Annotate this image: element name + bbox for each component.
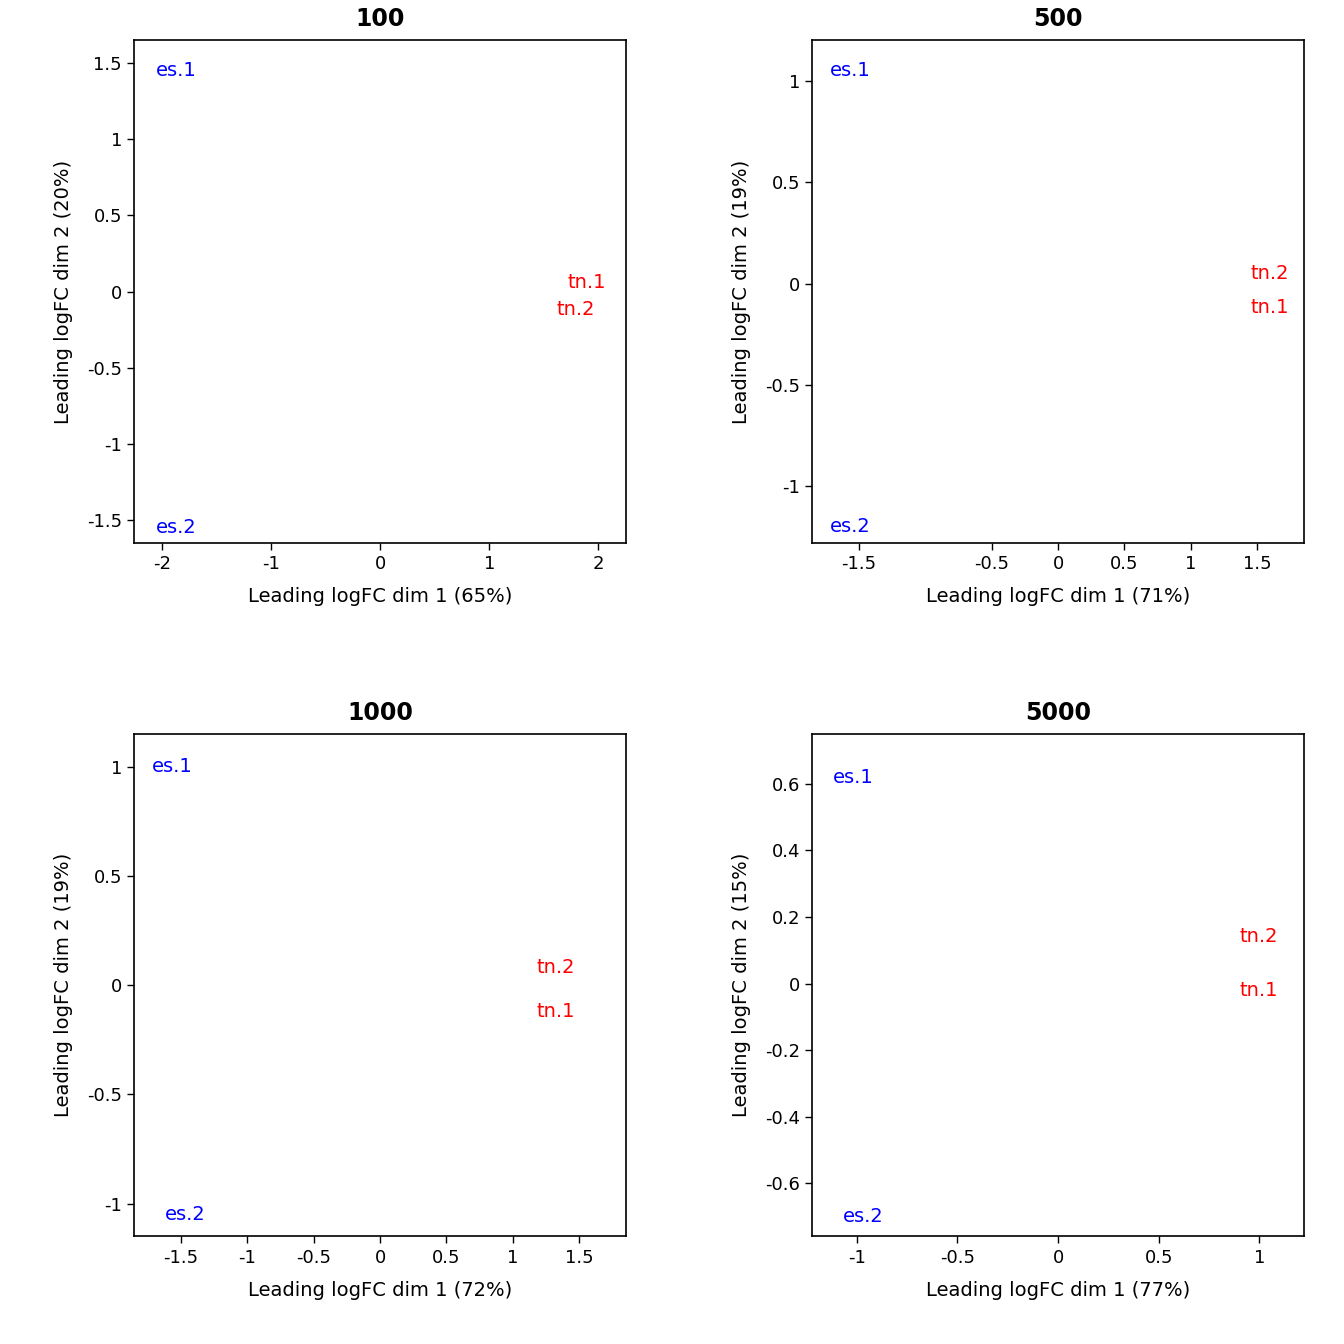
Y-axis label: Leading logFC dim 2 (20%): Leading logFC dim 2 (20%) — [54, 160, 73, 423]
Text: tn.2: tn.2 — [1239, 927, 1278, 946]
Text: tn.2: tn.2 — [556, 301, 595, 320]
X-axis label: Leading logFC dim 1 (71%): Leading logFC dim 1 (71%) — [926, 587, 1191, 606]
Text: es.2: es.2 — [156, 519, 198, 538]
Text: tn.1: tn.1 — [567, 273, 606, 292]
Text: tn.1: tn.1 — [1250, 298, 1289, 317]
Y-axis label: Leading logFC dim 2 (15%): Leading logFC dim 2 (15%) — [732, 853, 751, 1117]
Text: es.1: es.1 — [152, 757, 192, 777]
X-axis label: Leading logFC dim 1 (72%): Leading logFC dim 1 (72%) — [247, 1281, 512, 1300]
Y-axis label: Leading logFC dim 2 (19%): Leading logFC dim 2 (19%) — [732, 160, 751, 423]
Title: 500: 500 — [1034, 8, 1083, 31]
Text: es.1: es.1 — [832, 767, 874, 786]
Text: tn.1: tn.1 — [1239, 981, 1278, 1000]
Text: es.1: es.1 — [156, 62, 198, 81]
Title: 5000: 5000 — [1025, 702, 1091, 724]
Y-axis label: Leading logFC dim 2 (19%): Leading logFC dim 2 (19%) — [54, 853, 73, 1117]
X-axis label: Leading logFC dim 1 (77%): Leading logFC dim 1 (77%) — [926, 1281, 1191, 1300]
X-axis label: Leading logFC dim 1 (65%): Leading logFC dim 1 (65%) — [247, 587, 512, 606]
Title: 100: 100 — [355, 8, 405, 31]
Text: tn.2: tn.2 — [1250, 263, 1289, 282]
Text: tn.2: tn.2 — [536, 958, 575, 977]
Text: es.2: es.2 — [843, 1207, 883, 1226]
Text: tn.1: tn.1 — [536, 1001, 575, 1021]
Text: es.2: es.2 — [829, 517, 871, 536]
Text: es.1: es.1 — [829, 62, 871, 81]
Title: 1000: 1000 — [347, 702, 413, 724]
Text: es.2: es.2 — [165, 1206, 206, 1224]
